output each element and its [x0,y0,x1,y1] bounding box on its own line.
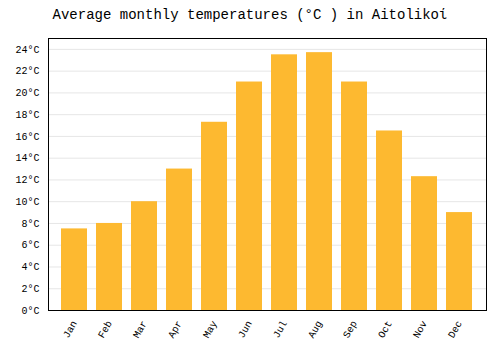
svg-text:4°C: 4°C [21,262,39,273]
svg-text:6°C: 6°C [21,240,39,251]
svg-text:Feb: Feb [96,319,115,340]
svg-text:14°C: 14°C [15,153,39,164]
svg-text:Jan: Jan [61,319,80,340]
svg-text:May: May [201,319,220,340]
svg-text:16°C: 16°C [15,132,39,143]
svg-text:20°C: 20°C [15,88,39,99]
svg-text:12°C: 12°C [15,175,39,186]
svg-text:Oct: Oct [376,319,395,340]
svg-text:Jul: Jul [271,319,290,340]
svg-text:18°C: 18°C [15,110,39,121]
svg-text:Nov: Nov [411,319,430,340]
svg-text:Jun: Jun [236,319,255,340]
html-text:Average monthly temperatures (: Average monthly temperatures (°C ) in Ai… [52,7,448,23]
svg-text:Aug: Aug [306,319,325,340]
svg-text:Mar: Mar [131,319,150,340]
svg-text:Apr: Apr [166,319,185,340]
svg-text:24°C: 24°C [15,45,39,56]
svg-text:8°C: 8°C [21,219,39,230]
svg-text:22°C: 22°C [15,66,39,77]
svg-text:0°C: 0°C [21,306,39,317]
svg-text:Dec: Dec [446,319,465,340]
svg-text:10°C: 10°C [15,197,39,208]
svg-text:2°C: 2°C [21,284,39,295]
svg-text:Sep: Sep [341,319,360,340]
